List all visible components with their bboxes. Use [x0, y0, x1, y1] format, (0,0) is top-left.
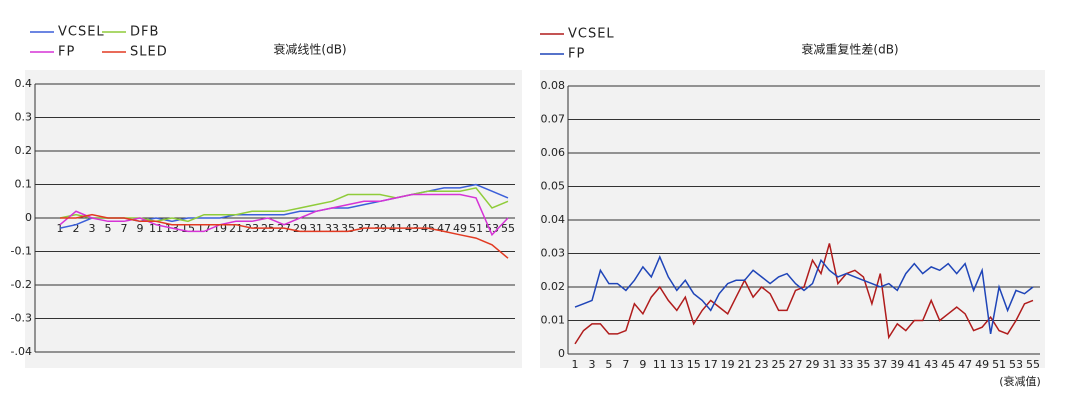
x-tick-label: 55: [501, 222, 515, 235]
y-tick-label: 0.1: [15, 178, 33, 191]
x-tick-label: 9: [137, 222, 144, 235]
y-tick-label: 0.08: [541, 79, 566, 92]
x-note: (衰减值): [999, 374, 1041, 388]
y-tick-label: 0.3: [15, 111, 33, 124]
x-tick-label: 35: [856, 358, 870, 371]
x-tick-label: 23: [755, 358, 769, 371]
x-tick-label: 55: [1026, 358, 1040, 371]
x-tick-label: 25: [772, 358, 786, 371]
data-line: [59, 193, 509, 237]
x-tick-label: 51: [469, 222, 483, 235]
x-tick-label: 11: [653, 358, 667, 371]
legend-label: FP: [568, 47, 585, 62]
x-tick-label: 13: [670, 358, 684, 371]
chart-title: 衰减重复性差(dB): [801, 42, 898, 57]
x-tick-label: 3: [89, 222, 96, 235]
x-tick-label: 5: [605, 358, 612, 371]
x-tick-label: 19: [721, 358, 735, 371]
x-tick-label: 7: [622, 358, 629, 371]
y-tick-label: 0: [558, 347, 565, 360]
x-tick-label: 5: [105, 222, 112, 235]
y-tick-label: -.04: [11, 345, 32, 358]
y-tick-label: 0.4: [15, 77, 33, 90]
x-tick-label: 53: [1009, 358, 1023, 371]
y-tick-label: -0.2: [11, 278, 32, 291]
x-tick-label: 29: [293, 222, 307, 235]
x-tick-label: 3: [588, 358, 595, 371]
x-tick-label: 39: [890, 358, 904, 371]
x-tick-label: 21: [738, 358, 752, 371]
y-tick-label: 0.03: [541, 247, 566, 260]
x-tick-label: 33: [839, 358, 853, 371]
x-tick-label: 47: [958, 358, 972, 371]
x-tick-label: 9: [639, 358, 646, 371]
data-line: [60, 213, 509, 259]
y-tick-label: -0.3: [11, 312, 32, 325]
data-line: [59, 187, 509, 223]
x-tick-label: 1: [572, 358, 579, 371]
y-tick-label: 0.04: [541, 213, 566, 226]
legend-label: DFB: [130, 25, 159, 40]
x-tick-label: 51: [992, 358, 1006, 371]
x-tick-label: 41: [907, 358, 921, 371]
y-tick-label: 0.07: [541, 113, 566, 126]
x-tick-label: 29: [805, 358, 819, 371]
legend-label: FP: [58, 45, 75, 60]
x-tick-label: 15: [687, 358, 701, 371]
x-tick-label: 2: [73, 222, 80, 235]
x-tick-label: 35: [341, 222, 355, 235]
x-tick-label: 7: [121, 222, 128, 235]
x-tick-label: 37: [873, 358, 887, 371]
y-tick-label: -0.1: [11, 245, 32, 258]
y-tick-label: 0.2: [15, 144, 33, 157]
y-tick-label: 0.02: [541, 280, 566, 293]
legend-label: VCSEL: [568, 27, 615, 42]
x-tick-label: 45: [941, 358, 955, 371]
x-tick-label: 27: [789, 358, 803, 371]
x-tick-label: 31: [822, 358, 836, 371]
x-tick-label: 33: [325, 222, 339, 235]
x-tick-label: 43: [924, 358, 938, 371]
x-tick-label: 49: [453, 222, 467, 235]
x-tick-label: 49: [975, 358, 989, 371]
y-tick-label: 0: [25, 211, 32, 224]
y-tick-label: 0.06: [541, 146, 566, 159]
x-tick-label: 31: [309, 222, 323, 235]
chart-title: 衰减线性(dB): [273, 42, 346, 57]
x-tick-label: 17: [704, 358, 718, 371]
legend-label: VCSEL: [58, 25, 105, 40]
legend-label: SLED: [130, 45, 168, 60]
data-line: [574, 254, 1034, 335]
data-line: [574, 243, 1034, 345]
x-tick-label: 1: [57, 222, 64, 235]
y-tick-label: 0.05: [541, 180, 566, 193]
y-tick-label: 0.01: [541, 314, 566, 327]
